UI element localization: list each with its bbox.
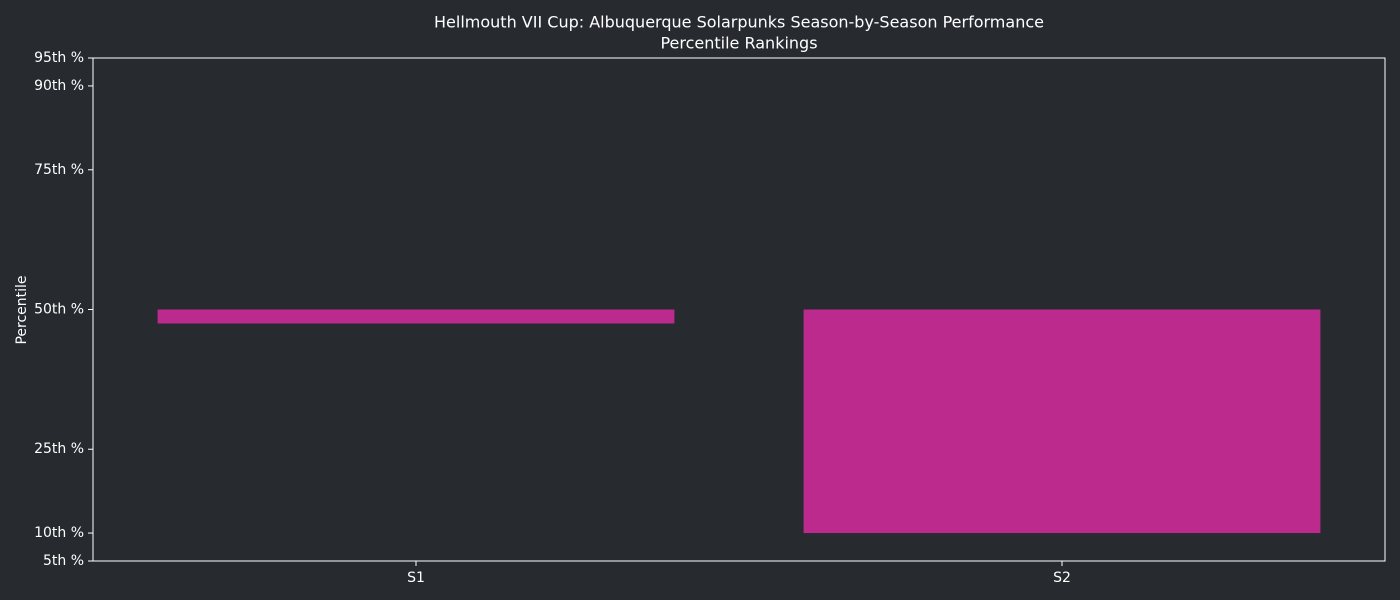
y-tick-label: 95th %	[34, 50, 84, 66]
y-tick-label: 90th %	[34, 78, 84, 94]
y-axis-label: Percentile	[14, 275, 30, 344]
x-tick-label: S2	[1053, 570, 1071, 586]
y-tick-label: 75th %	[34, 162, 84, 178]
bar	[803, 309, 1321, 534]
y-tick-label: 50th %	[34, 302, 84, 318]
x-tick-label: S1	[407, 570, 425, 586]
y-tick-label: 10th %	[34, 525, 84, 541]
y-tick-label: 5th %	[43, 553, 84, 569]
bar	[157, 309, 675, 324]
chart-subtitle: Percentile Rankings	[660, 34, 817, 53]
y-tick-label: 25th %	[34, 441, 84, 457]
chart-title: Hellmouth VII Cup: Albuquerque Solarpunk…	[434, 13, 1044, 32]
